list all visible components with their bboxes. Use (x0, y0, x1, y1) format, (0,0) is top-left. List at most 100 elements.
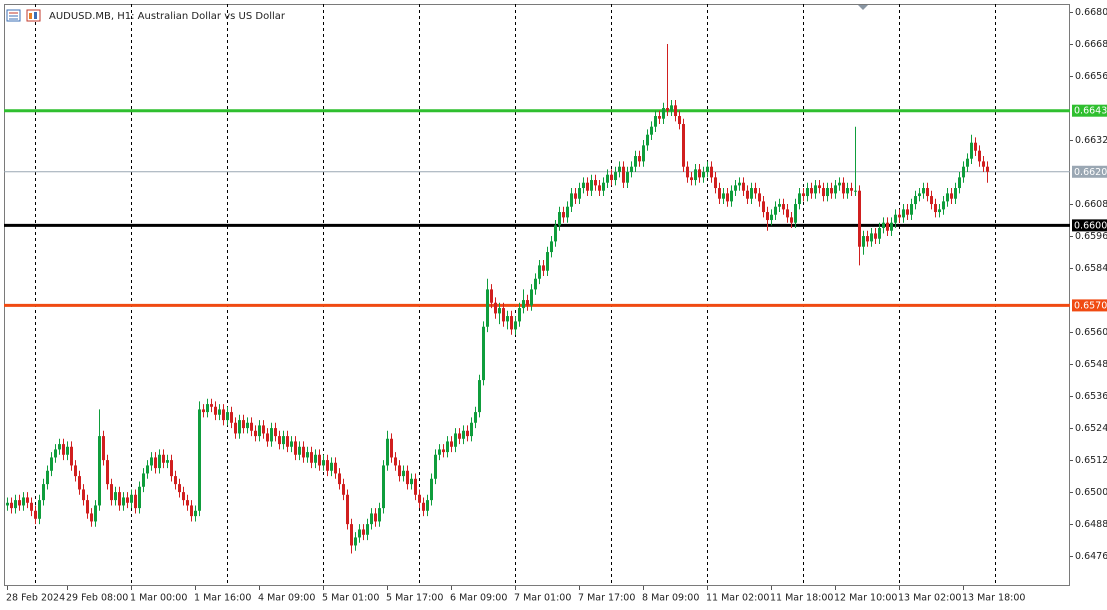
candle-body (842, 182, 845, 194)
candle-body (854, 190, 857, 192)
icon-bar (29, 13, 32, 19)
candle-body (494, 302, 497, 314)
candle-body (130, 494, 133, 503)
x-tick-label: 29 Feb 08:00 (66, 593, 128, 604)
candle-body (190, 505, 193, 517)
candle-body (126, 497, 129, 503)
candle-body (54, 449, 57, 458)
candle-body (82, 489, 85, 501)
candle-body (194, 510, 197, 517)
candle-body (206, 404, 209, 413)
candle-body (806, 188, 809, 197)
candle-body (482, 326, 485, 381)
x-tick-label: 5 Mar 17:00 (386, 593, 443, 604)
candle-body (542, 265, 545, 271)
candle-body (282, 436, 285, 445)
candle-body (818, 185, 821, 189)
candle-body (90, 513, 93, 522)
candle-body (954, 188, 957, 199)
candle-body (414, 478, 417, 495)
candle-body (638, 156, 641, 162)
candle-body (590, 180, 593, 191)
candle-body (690, 177, 693, 181)
candle-body (662, 108, 665, 119)
price-label-box (1072, 165, 1107, 178)
candle-body (514, 321, 517, 330)
candle-body (810, 188, 813, 194)
candle-body (286, 436, 289, 447)
candle-body (326, 460, 329, 471)
candle-body (882, 222, 885, 229)
price-label-box (1072, 299, 1107, 312)
candle-body (66, 446, 69, 455)
candle-body (566, 206, 569, 218)
candle-body (710, 166, 713, 178)
price-label: 0.66201 (1074, 167, 1107, 178)
candle-body (178, 484, 181, 493)
candle-body (502, 308, 505, 322)
candle-body (530, 289, 533, 306)
candle-body (26, 497, 29, 503)
candle-body (850, 188, 853, 191)
candle-body (366, 524, 369, 535)
chart-icon[interactable] (26, 9, 41, 22)
candle-body (386, 438, 389, 466)
candle-body (738, 182, 741, 186)
candle-body (122, 497, 125, 506)
candle-body (18, 500, 21, 506)
candle-body (246, 422, 249, 429)
candle-body (50, 457, 53, 471)
candle-body (454, 433, 457, 447)
candle-body (478, 380, 481, 413)
candle-body (62, 444, 65, 455)
x-tick-label: 5 Mar 01:00 (322, 593, 379, 604)
candle-body (558, 212, 561, 226)
candle-body (666, 108, 669, 111)
x-tick-label: 28 Feb 2024 (6, 593, 65, 604)
candle-body (262, 425, 265, 434)
candle-body (34, 510, 37, 519)
candle-body (774, 206, 777, 215)
candle-body (42, 484, 45, 501)
candle-body (890, 222, 893, 231)
candle-body (74, 465, 77, 477)
candle-body (730, 190, 733, 202)
candle-body (910, 204, 913, 215)
candle-body (602, 182, 605, 191)
candle-body (962, 166, 965, 178)
candle-body (646, 134, 649, 146)
candle-body (814, 185, 817, 194)
candle-body (94, 505, 97, 522)
candle-body (450, 441, 453, 447)
candle-body (594, 180, 597, 186)
candle-body (338, 473, 341, 485)
candle-body (918, 193, 921, 197)
candle-body (634, 156, 637, 167)
candle-body (426, 500, 429, 511)
x-tick-label: 11 Mar 18:00 (770, 593, 833, 604)
candle-body (402, 470, 405, 477)
candle-body (446, 441, 449, 453)
candle-body (350, 524, 353, 546)
candle-body (790, 217, 793, 223)
candle-body (198, 409, 201, 511)
candle-body (906, 209, 909, 215)
candle-body (714, 177, 717, 189)
candle-body (422, 502, 425, 511)
candle-body (578, 188, 581, 199)
grid (35, 4, 996, 586)
shift-marker[interactable] (858, 5, 868, 10)
plot-frame (4, 4, 1070, 586)
icon-bar (34, 12, 37, 19)
candle-body (546, 252, 549, 271)
candle-body (46, 470, 49, 485)
candle-body (978, 150, 981, 162)
x-tick-label: 11 Mar 02:00 (706, 593, 769, 604)
candle-body (966, 158, 969, 167)
candle-body (574, 193, 577, 199)
candle-body (706, 166, 709, 173)
